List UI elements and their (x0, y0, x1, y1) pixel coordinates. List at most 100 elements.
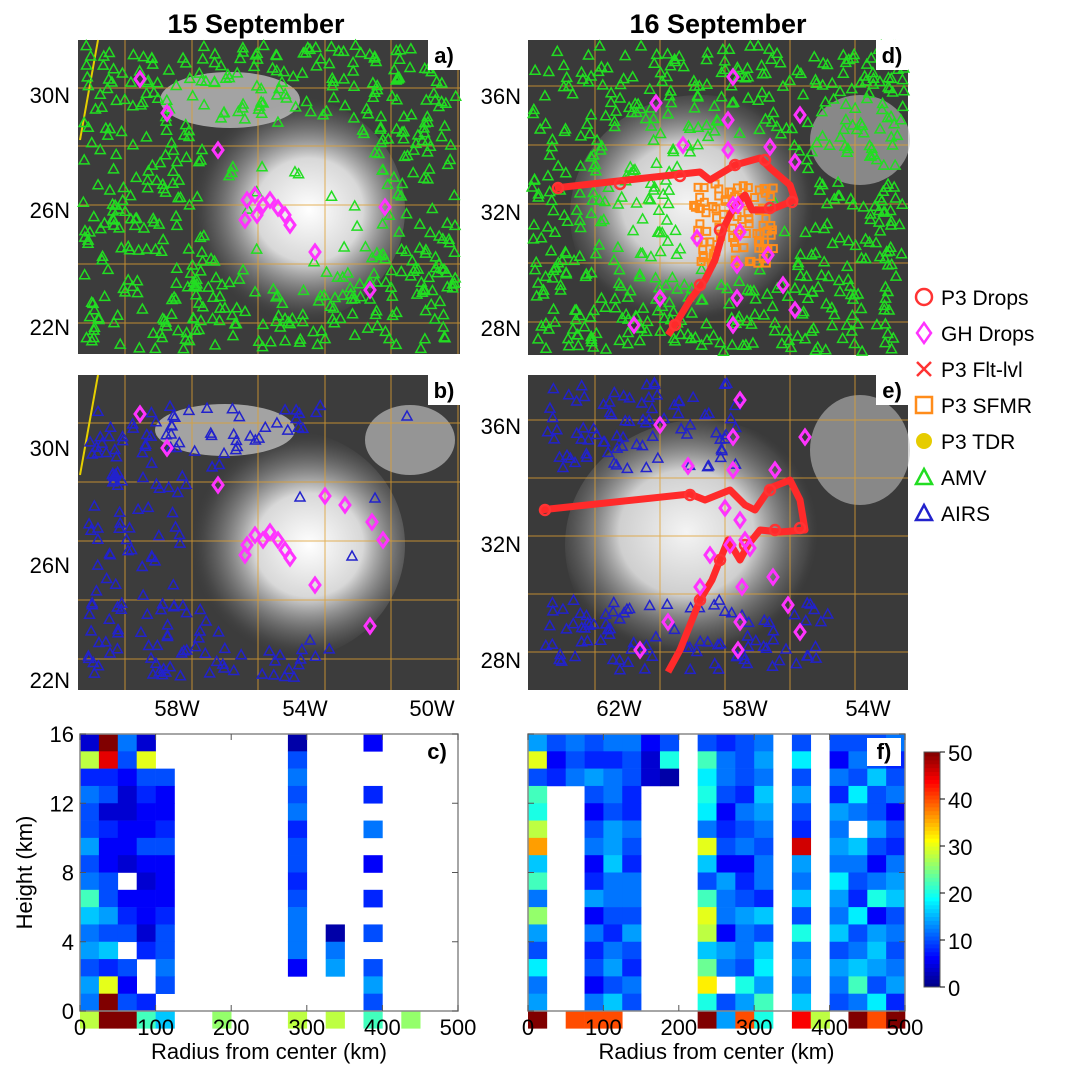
amv-marker (897, 84, 911, 96)
amv-marker (397, 110, 411, 122)
heatmap-cell (117, 907, 137, 925)
heatmap-cell (528, 751, 548, 769)
amv-marker (696, 293, 709, 305)
airs-marker (564, 451, 577, 463)
amv-marker (640, 324, 653, 337)
airs-marker (173, 536, 187, 548)
amv-marker (106, 204, 120, 216)
colorbar-segment (924, 814, 940, 820)
gh-drop-marker (318, 486, 332, 506)
heatmap-cell (80, 1011, 100, 1029)
heatmap-cell (754, 924, 774, 943)
airs-marker (273, 648, 287, 660)
heatmap-cell (603, 855, 623, 873)
amv-marker (133, 341, 146, 353)
airs-marker (580, 450, 594, 462)
amv-marker (566, 87, 579, 99)
amv-marker (776, 79, 790, 91)
airs-marker (103, 548, 117, 560)
heatmap-cell (603, 924, 623, 943)
airs-marker (613, 663, 627, 675)
amv-marker (325, 71, 339, 83)
gh-drop-marker (768, 460, 782, 480)
amv-marker (739, 71, 752, 83)
amv-marker (688, 101, 701, 113)
amv-marker (346, 64, 360, 76)
heatmap-cell (117, 785, 137, 804)
amv-marker (387, 63, 401, 75)
colorbar-tick-label: 50 (948, 741, 972, 766)
airs-marker (714, 637, 727, 649)
amv-marker (651, 304, 665, 316)
amv-marker (717, 344, 730, 357)
sfmr-marker (753, 236, 763, 246)
amv-marker (209, 270, 223, 283)
amv-marker (701, 129, 715, 142)
amv-marker (277, 65, 291, 77)
heatmap-cell (603, 976, 623, 994)
heatmap-cell (867, 855, 887, 873)
amv-marker (533, 122, 547, 134)
gh-drop-marker (731, 640, 745, 660)
heatmap-cell (287, 872, 308, 891)
amv-marker (561, 214, 574, 227)
amv-marker (839, 55, 853, 68)
amv-marker (631, 97, 645, 109)
amv-marker (767, 105, 780, 118)
heatmap-cell (848, 785, 868, 804)
amv-marker (136, 95, 149, 108)
gh-drop-markers (133, 69, 392, 300)
amv-marker (416, 134, 429, 146)
amv-marker (626, 70, 639, 82)
amv-marker (368, 49, 382, 62)
heatmap-cell (584, 785, 604, 804)
amv-marker (346, 307, 359, 319)
colorbar-segment (924, 787, 940, 792)
amv-marker (223, 71, 236, 83)
heatmap-cell (546, 751, 566, 769)
airs-marker (547, 432, 561, 444)
colorbar-segment (924, 979, 940, 984)
amv-marker (186, 311, 200, 323)
amv-marker (140, 242, 153, 254)
airs-marker (615, 439, 629, 451)
amv-marker (541, 220, 555, 232)
colorbar-segment (924, 904, 940, 910)
airs-marker (289, 411, 303, 424)
amv-marker (255, 160, 269, 172)
heatmap-cell (886, 1011, 906, 1029)
amv-marker (194, 153, 208, 165)
airs-marker (674, 422, 688, 434)
heatmap-cell (325, 941, 345, 960)
heatmap-cell (848, 872, 868, 891)
amv-marker (674, 327, 687, 340)
heatmap-cell (528, 993, 548, 1012)
amv-marker (613, 263, 626, 275)
amv-marker (596, 78, 610, 90)
heatmap-cell (791, 1011, 812, 1029)
amv-marker (418, 126, 431, 138)
airs-marker (255, 667, 269, 679)
colorbar-segment (924, 889, 940, 894)
gh-drop-markers (627, 67, 807, 335)
lat-tick-label: 26N (30, 553, 70, 578)
airs-marker (85, 596, 99, 608)
amv-marker (630, 196, 643, 208)
colorbar-tick-label: 20 (948, 882, 972, 907)
amv-marker (102, 72, 115, 84)
amv-marker (348, 199, 361, 211)
amv-marker (276, 296, 289, 308)
heatmap-cell (754, 993, 774, 1012)
amv-marker (562, 339, 576, 351)
amv-marker (649, 271, 662, 283)
heatmap-cell (287, 959, 308, 977)
amv-marker (77, 195, 90, 207)
amv-marker (142, 164, 155, 176)
gh-drop-marker (263, 522, 277, 542)
amv-marker (609, 301, 622, 313)
gh-drop-marker (718, 498, 732, 518)
gh-drop-marker (338, 495, 352, 515)
sfmr-marker (766, 230, 776, 240)
amv-marker (541, 169, 555, 181)
airs-marker (136, 470, 150, 483)
